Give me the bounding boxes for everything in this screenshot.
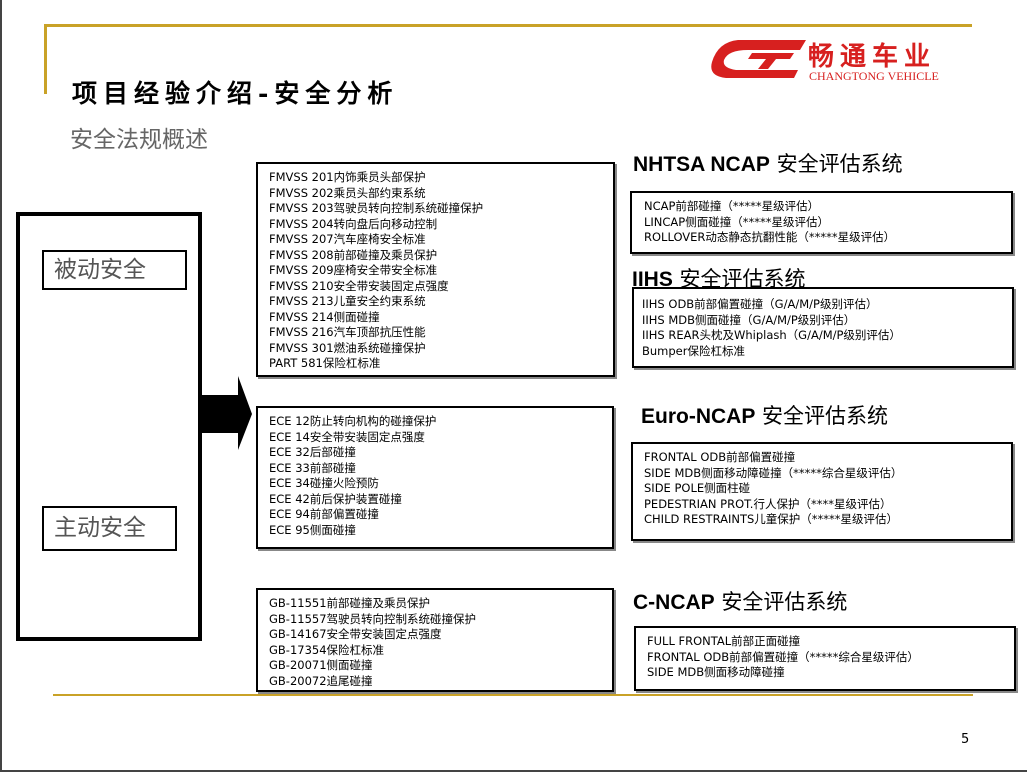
list-item: FMVSS 301燃油系统碰撞保护 [269,340,426,355]
list-item: FULL FRONTAL前部正面碰撞 [647,634,801,648]
list-item: GB-20072追尾碰撞 [269,673,373,688]
list-item: ECE 14安全带安装固定点强度 [269,429,425,444]
list-item: FRONTAL ODB前部偏置碰撞（*****综合星级评估） [647,649,919,664]
gb-list-box: GB-11551前部碰撞及乘员保护 GB-11557驾驶员转向控制系统碰撞保护 GB… [256,588,614,692]
cncap-suffix: 安全评估系统 [721,590,848,614]
list-item: NCAP前部碰撞（*****星级评估） [644,199,820,213]
cncap-name: C-NCAP [633,591,715,614]
list-item: ECE 94前部偏置碰撞 [269,507,379,521]
list-item: FMVSS 201内饰乘员头部保护 [269,170,426,184]
nhtsa-heading: NHTSA NCAP 安全评估系统 [633,148,903,178]
arrow-right-icon [200,376,252,450]
active-safety-label: 主动安全 [42,506,177,551]
list-item: CHILD RESTRAINTS儿童保护（*****星级评估） [644,512,899,526]
list-item: FMVSS 216汽车顶部抗压性能 [269,325,426,339]
list-item: ROLLOVER动态静态抗翻性能（*****星级评估） [644,230,896,244]
list-item: FMVSS 210安全带安装固定点强度 [269,278,449,293]
list-item: IIHS MDB侧面碰撞（G/A/M/P级别评估） [642,312,856,327]
list-item: PEDESTRIAN PROT.行人保护（****星级评估） [644,496,892,511]
euro-ncap-suffix: 安全评估系统 [762,404,889,428]
nhtsa-list-box: NCAP前部碰撞（*****星级评估） LINCAP侧面碰撞（*****星级评估）… [630,191,1013,254]
list-item: FMVSS 208前部碰撞及乘员保护 [269,247,438,262]
list-item: ECE 42前后保护装置碰撞 [269,491,402,506]
list-item: SIDE MDB侧面移动障碰撞（*****综合星级评估） [644,465,903,480]
list-item: FMVSS 214侧面碰撞 [269,309,380,324]
list-item: GB-11557驾驶员转向控制系统碰撞保护 [269,611,477,626]
fmvss-list-box: FMVSS 201内饰乘员头部保护 FMVSS 202乘员头部约束系统 FMVSS … [256,162,615,377]
list-item: LINCAP侧面碰撞（*****星级评估） [644,214,829,229]
ct-logo-icon [711,40,806,78]
list-item: Bumper保险杠标准 [642,343,745,358]
list-item: GB-17354保险杠标准 [269,642,385,657]
list-item: GB-20071侧面碰撞 [269,658,373,672]
list-item: FMVSS 207汽车座椅安全标准 [269,232,426,246]
company-logo: 畅通车业 CHANGTONG VEHICLE [708,36,958,84]
logo-cn-text: 畅通车业 [808,42,937,72]
euro-ncap-list-box: FRONTAL ODB前部偏置碰撞 SIDE MDB侧面移动障碰撞（*****综合… [631,442,1013,541]
list-item: SIDE POLE侧面柱碰 [644,481,751,495]
list-item: FMVSS 202乘员头部约束系统 [269,185,426,200]
list-item: ECE 34碰撞火险预防 [269,476,379,490]
nhtsa-suffix: 安全评估系统 [776,152,903,176]
iihs-list-box: IIHS ODB前部偏置碰撞（G/A/M/P级别评估） IIHS MDB侧面碰撞（… [632,287,1014,368]
euro-ncap-name: Euro-NCAP [641,405,756,428]
logo-en-text: CHANGTONG VEHICLE [809,69,939,83]
euro-ncap-heading: Euro-NCAP 安全评估系统 [641,400,888,430]
passive-safety-label: 被动安全 [42,250,187,290]
list-item: ECE 33前部碰撞 [269,460,356,475]
list-item: ECE 95侧面碰撞 [269,522,356,537]
list-item: FMVSS 203驾驶员转向控制系统碰撞保护 [269,201,484,215]
list-item: GB-14167安全带安装固定点强度 [269,627,442,641]
list-item: SIDE MDB侧面移动障碰撞 [647,665,785,679]
ece-list-box: ECE 12防止转向机构的碰撞保护 ECE 14安全带安装固定点强度 ECE 32后… [256,406,614,549]
cncap-list-box: FULL FRONTAL前部正面碰撞 FRONTAL ODB前部偏置碰撞（****… [634,626,1016,691]
list-item: FRONTAL ODB前部偏置碰撞 [644,450,796,464]
list-item: GB-11551前部碰撞及乘员保护 [269,596,431,610]
list-item: FMVSS 209座椅安全带安全标准 [269,263,438,277]
nhtsa-name: NHTSA NCAP [633,153,770,176]
list-item: FMVSS 204转向盘后向移动控制 [269,216,438,231]
cncap-heading: C-NCAP 安全评估系统 [633,586,847,616]
page-title: 项目经验介绍-安全分析 [72,79,399,108]
iihs-name: IIHS [632,268,673,291]
list-item: ECE 32后部碰撞 [269,445,356,459]
list-item: ECE 12防止转向机构的碰撞保护 [269,414,437,428]
list-item: IIHS REAR头枕及Whiplash（G/A/M/P级别评估） [642,328,901,342]
list-item: IIHS ODB前部偏置碰撞（G/A/M/P级别评估） [642,297,878,311]
left-divider [44,24,47,94]
top-divider [44,24,972,27]
page-number: 5 [961,732,970,747]
page-subtitle: 安全法规概述 [70,127,208,153]
bottom-divider [53,694,973,696]
list-item: FMVSS 213儿童安全约束系统 [269,294,426,308]
list-item: PART 581保险杠标准 [269,356,381,370]
